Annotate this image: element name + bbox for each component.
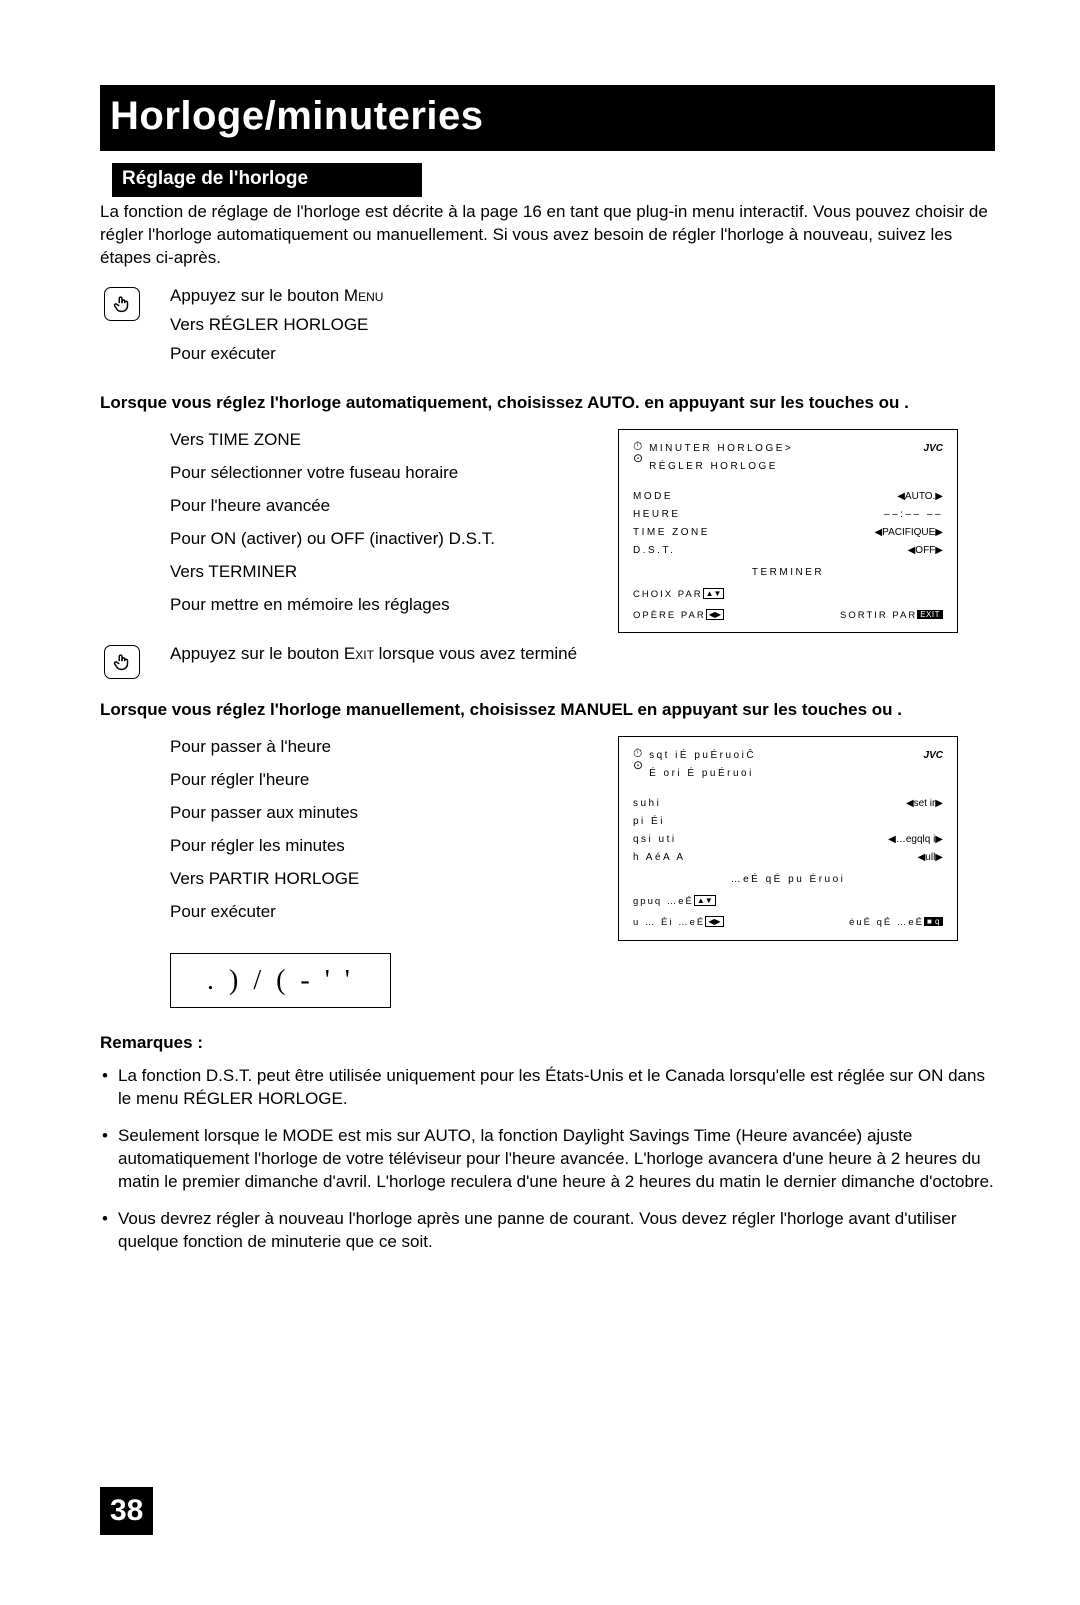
step: Pour régler les minutes [170, 835, 610, 858]
step: Pour exécuter [170, 901, 610, 924]
nav-key-icon: ▲▼ [694, 895, 716, 906]
step: Appuyez sur le bouton Exit lorsque vous … [170, 643, 577, 666]
chapter-title: Horloge/minuteries [100, 85, 995, 151]
step: Vers RÉGLER HORLOGE [170, 314, 383, 337]
instruction-auto: Lorsque vous réglez l'horloge automatiqu… [100, 392, 995, 415]
exit-key-icon: ■ q [924, 917, 943, 926]
step: Pour l'heure avancée [170, 495, 610, 518]
step: Pour exécuter [170, 343, 383, 366]
notes-heading: Remarques : [100, 1032, 995, 1055]
press-icon [104, 287, 140, 321]
note-item: Seulement lorsque le MODE est mis sur AU… [100, 1125, 995, 1194]
press-icon [104, 645, 140, 679]
page-number: 38 [100, 1487, 153, 1536]
nav-key-icon: ◀▶ [706, 609, 724, 620]
step: Pour ON (activer) ou OFF (inactiver) D.S… [170, 528, 610, 551]
step: Pour sélectionner votre fuseau horaire [170, 462, 610, 485]
note-item: La fonction D.S.T. peut être utilisée un… [100, 1065, 995, 1111]
step: Pour passer aux minutes [170, 802, 610, 825]
notes-list: La fonction D.S.T. peut être utilisée un… [100, 1065, 995, 1254]
brand-logo: JVC [924, 440, 943, 458]
step: Pour régler l'heure [170, 769, 610, 792]
step: Pour passer à l'heure [170, 736, 610, 759]
step: Vers TIME ZONE [170, 429, 610, 452]
clock-icon: ⏱⊙ [633, 747, 643, 783]
section-title: Réglage de l'horloge [112, 163, 422, 197]
time-display-box: . ) / ( - ' ' [170, 953, 391, 1009]
step: Vers PARTIR HORLOGE [170, 868, 610, 891]
note-item: Vous devrez régler à nouveau l'horloge a… [100, 1208, 995, 1254]
osd-screen-auto: ⏱⊙ MINUTER HORLOGE> RÉGLER HORLOGE JVC M… [618, 429, 958, 633]
clock-icon: ⏱⊙ [633, 440, 643, 476]
osd-screen-manual: ⏱⊙ sqt iÉ puÉruoiĈ É ori É puÉruoi JVC s… [618, 736, 958, 940]
step: Pour mettre en mémoire les réglages [170, 594, 610, 617]
step: Appuyez sur le bouton Menu [170, 285, 383, 308]
nav-key-icon: ▲▼ [703, 588, 725, 599]
intro-text: La fonction de réglage de l'horloge est … [100, 201, 995, 270]
step: Vers TERMINER [170, 561, 610, 584]
exit-key-icon: EXIT [917, 610, 943, 619]
brand-logo: JVC [924, 747, 943, 765]
nav-key-icon: ◀▶ [705, 916, 723, 927]
instruction-manual: Lorsque vous réglez l'horloge manuelleme… [100, 699, 995, 722]
